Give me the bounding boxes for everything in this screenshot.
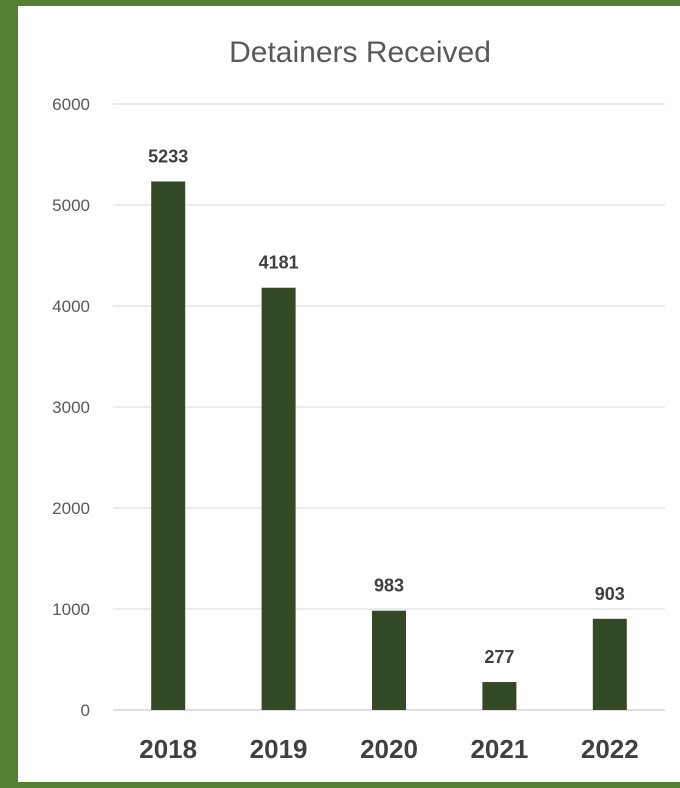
data-label-2020: 983	[374, 576, 404, 596]
bar-chart: Detainers Received 0 1000 2000 3000 4000 5000…	[52, 36, 665, 764]
x-category-label: 2019	[250, 734, 308, 764]
data-label-2022: 903	[595, 584, 625, 604]
y-tick-label: 5000	[52, 196, 90, 215]
data-label-2021: 277	[484, 647, 514, 667]
x-category-label: 2022	[581, 734, 639, 764]
bar-2019	[261, 287, 296, 710]
chart-title: Detainers Received	[229, 36, 491, 69]
data-label-2018: 5233	[148, 146, 188, 166]
bar-2021	[482, 682, 517, 710]
y-axis-ticks: 0 1000 2000 3000 4000 5000 6000	[52, 95, 90, 720]
data-labels: 5233 4181 983 277 903	[148, 146, 625, 667]
y-tick-label: 6000	[52, 95, 90, 114]
y-tick-label: 2000	[52, 499, 90, 518]
x-category-label: 2018	[139, 734, 197, 764]
y-tick-label: 3000	[52, 398, 90, 417]
chart-panel: Detainers Received 0 1000 2000 3000 4000 5000…	[18, 6, 680, 782]
bar-2022	[592, 618, 627, 710]
gridlines	[113, 103, 665, 711]
bar-2018	[151, 181, 186, 711]
y-tick-label: 0	[81, 701, 90, 720]
bar-2020	[372, 610, 406, 710]
y-tick-label: 4000	[52, 297, 90, 316]
x-category-label: 2021	[470, 734, 528, 764]
data-label-2019: 4181	[259, 253, 299, 273]
x-axis-categories: 2018 2019 2020 2021 2022	[139, 734, 638, 764]
x-category-label: 2020	[360, 734, 418, 764]
y-tick-label: 1000	[52, 600, 90, 619]
bars	[151, 181, 627, 711]
